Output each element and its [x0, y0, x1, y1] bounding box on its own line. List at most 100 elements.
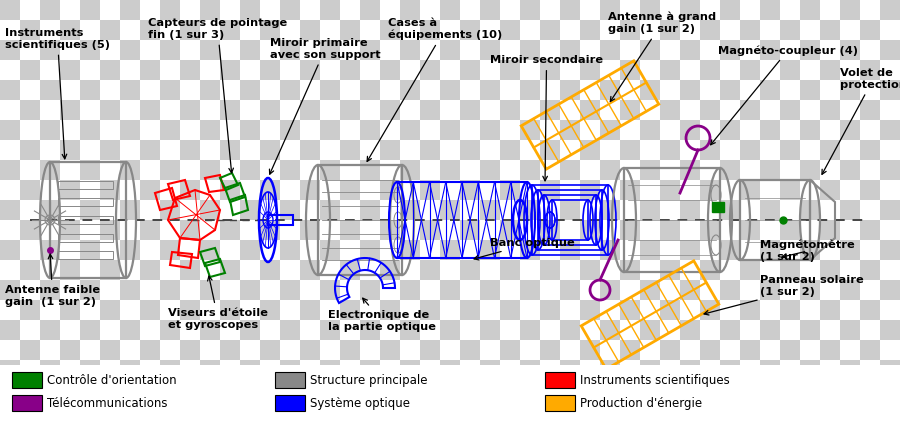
Bar — [540, 160, 560, 180]
Bar — [220, 400, 240, 420]
Bar — [480, 380, 500, 400]
Bar — [600, 40, 620, 60]
Bar — [220, 320, 240, 340]
Bar — [840, 20, 860, 40]
Bar — [400, 260, 420, 280]
Bar — [60, 360, 80, 380]
Bar — [840, 160, 860, 180]
Bar — [520, 40, 540, 60]
Bar — [280, 380, 300, 400]
Bar — [460, 0, 480, 20]
Bar — [200, 60, 220, 80]
Bar — [520, 180, 540, 200]
Bar — [420, 240, 440, 260]
Bar — [600, 120, 620, 140]
Bar — [160, 0, 180, 20]
Bar — [740, 220, 760, 240]
Bar — [660, 60, 680, 80]
Bar — [480, 260, 500, 280]
Bar — [740, 80, 760, 100]
Bar — [680, 360, 700, 380]
Bar — [400, 160, 420, 180]
Bar — [400, 120, 420, 140]
Bar — [580, 220, 600, 240]
Bar — [160, 80, 180, 100]
Bar — [260, 320, 280, 340]
Bar — [580, 360, 600, 380]
Bar — [540, 0, 560, 20]
Bar — [880, 320, 900, 340]
Bar — [120, 100, 140, 120]
Bar — [700, 320, 720, 340]
Bar — [100, 400, 120, 420]
Bar — [400, 200, 420, 220]
Bar — [100, 320, 120, 340]
Bar — [840, 260, 860, 280]
Bar — [360, 0, 380, 20]
Bar — [624, 168, 720, 272]
Bar — [380, 240, 400, 260]
Bar — [600, 0, 620, 20]
Bar — [760, 80, 780, 100]
Bar — [340, 180, 360, 200]
Bar — [140, 320, 160, 340]
Bar — [480, 120, 500, 140]
Bar — [820, 340, 840, 360]
Bar — [560, 420, 580, 440]
Bar — [500, 400, 520, 420]
Bar — [0, 280, 20, 300]
Bar — [840, 220, 860, 240]
Bar — [200, 140, 220, 160]
Bar — [280, 140, 300, 160]
Bar — [140, 200, 160, 220]
Bar — [840, 200, 860, 220]
Bar — [180, 180, 200, 200]
Bar — [240, 40, 260, 60]
Bar — [660, 360, 680, 380]
Bar — [700, 20, 720, 40]
Bar — [280, 420, 300, 440]
Bar — [180, 400, 200, 420]
Bar — [240, 240, 260, 260]
Bar — [400, 240, 420, 260]
Bar — [0, 120, 20, 140]
Bar — [320, 0, 340, 20]
Bar — [860, 400, 880, 420]
Bar — [740, 420, 760, 440]
Bar — [140, 280, 160, 300]
Bar — [820, 360, 840, 380]
Bar — [880, 260, 900, 280]
Bar — [100, 300, 120, 320]
Bar — [160, 40, 180, 60]
Bar — [680, 100, 700, 120]
Bar — [840, 60, 860, 80]
Bar — [0, 240, 20, 260]
Bar — [600, 100, 620, 120]
Bar — [540, 120, 560, 140]
Bar — [280, 20, 300, 40]
Bar — [680, 20, 700, 40]
Bar — [680, 380, 700, 400]
Bar — [0, 40, 20, 60]
Bar — [220, 240, 240, 260]
Bar — [500, 120, 520, 140]
Bar — [780, 320, 800, 340]
Bar — [40, 200, 60, 220]
Bar — [320, 420, 340, 440]
Bar — [300, 320, 320, 340]
Bar — [600, 340, 620, 360]
Text: Magnétomètre
(1 sur 2): Magnétomètre (1 sur 2) — [760, 240, 855, 262]
Text: Capteurs de pointage
fin (1 sur 3): Capteurs de pointage fin (1 sur 3) — [148, 18, 287, 173]
Bar — [620, 200, 640, 220]
Bar — [400, 140, 420, 160]
Bar — [40, 380, 60, 400]
Bar — [340, 220, 360, 240]
Bar — [520, 140, 540, 160]
Bar — [780, 20, 800, 40]
Bar — [280, 360, 300, 380]
Bar — [280, 200, 300, 220]
Bar — [300, 300, 320, 320]
Bar — [0, 140, 20, 160]
Bar — [420, 300, 440, 320]
Bar — [440, 160, 460, 180]
